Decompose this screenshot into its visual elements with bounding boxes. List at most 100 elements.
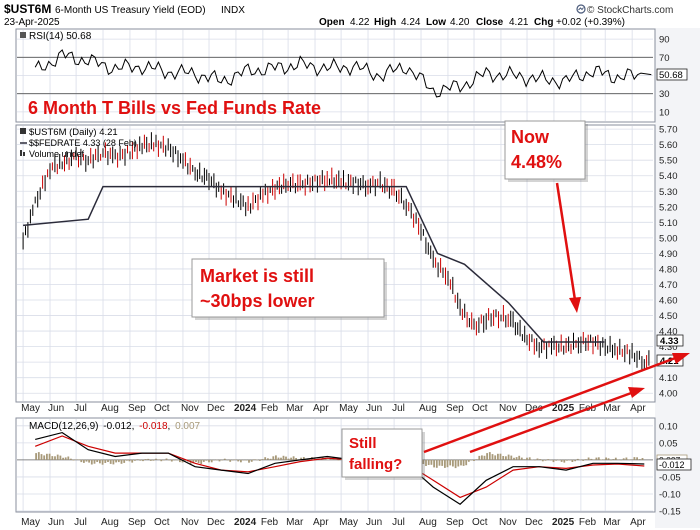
macd-histogram-bar: [550, 459, 552, 461]
macd-tick-label: 0.05: [659, 438, 678, 449]
macd-histogram-bar: [287, 458, 290, 460]
price-tick-label: 5.60: [659, 140, 678, 151]
macd-histogram-bar: [152, 459, 155, 461]
fedrate-line: [23, 185, 605, 343]
macd-histogram-bar: [275, 455, 277, 460]
macd-histogram-bar: [502, 456, 505, 460]
macd-histogram-bar: [70, 458, 72, 460]
change-label: Chg: [534, 17, 553, 28]
macd-histogram-bar: [602, 459, 605, 460]
rsi-tick-label: 70: [659, 53, 670, 64]
macd-histogram-bar: [43, 455, 46, 460]
price-tick-label: 5.20: [659, 202, 678, 213]
macd-histogram-bar: [195, 459, 197, 462]
macd-histogram-bar: [223, 458, 226, 460]
high-label: High: [374, 17, 396, 28]
chart-date: 23-Apr-2025: [4, 17, 60, 28]
x-axis-label: Feb: [579, 517, 597, 528]
open-value: 4.22: [350, 17, 370, 28]
macd-histogram-bar: [234, 459, 237, 460]
macd-histogram-bar: [179, 459, 181, 463]
macd-histogram-bar: [300, 457, 302, 460]
macd-histogram-bar: [558, 459, 560, 461]
macd-histogram-bar: [600, 459, 603, 460]
price-tick-label: 5.40: [659, 171, 678, 182]
macd-histogram-bar: [56, 454, 59, 460]
annotation-market-line2: ~30bps lower: [200, 291, 315, 311]
macd-histogram-bar: [37, 452, 40, 460]
rsi-panel-frame: [15, 28, 656, 123]
macd-histogram-bar: [576, 458, 579, 460]
x-axis-label: 2024: [234, 517, 257, 528]
macd-histogram-bar: [139, 459, 142, 461]
x-axis-label: Jun: [48, 517, 64, 528]
x-axis-label: Oct: [154, 517, 170, 528]
macd-histogram-bar: [582, 459, 585, 461]
macd-histogram-bar: [566, 459, 568, 461]
macd-histogram-bar: [610, 459, 612, 461]
rsi-tick-label: 30: [659, 89, 670, 100]
macd-histogram-bar: [93, 459, 96, 464]
annotation-now-line2: 4.48%: [511, 152, 562, 172]
macd-histogram-bar: [491, 454, 494, 460]
arrow-still-falling: [423, 353, 690, 454]
macd-histogram-bar: [579, 459, 582, 461]
macd-histogram-bar: [101, 459, 104, 465]
macd-histogram-bar: [170, 459, 173, 462]
x-axis-label: Apr: [313, 517, 329, 528]
rsi-tick-label: 10: [659, 107, 670, 118]
x-axis-label: Dec: [525, 517, 543, 528]
symbol: $UST6M: [4, 2, 51, 16]
price-legend-volume: Volume undef: [29, 149, 85, 159]
macd-histogram-bar: [147, 458, 150, 460]
x-axis-label: 2024: [234, 403, 257, 414]
macd-histogram-bar: [622, 458, 625, 460]
macd-histogram-bar: [571, 459, 574, 462]
macd-histogram-bar: [444, 459, 446, 468]
macd-histogram-bar: [539, 459, 541, 460]
svg-text:-0.012: -0.012: [659, 460, 685, 470]
macd-histogram-bar: [497, 453, 499, 460]
x-axis-label: Oct: [154, 403, 170, 414]
macd-histogram-bar: [614, 457, 617, 460]
macd-histogram-bar: [280, 457, 282, 460]
price-legend: $UST6M (Daily) 4.21 $$FEDRATE 4.33 (28 F…: [20, 127, 137, 159]
macd-histogram-bar: [505, 456, 507, 460]
macd-histogram-bar: [142, 459, 144, 462]
macd-histogram-bar: [435, 459, 438, 468]
macd-histogram-bar: [528, 457, 531, 460]
macd-tick-label: -0.10: [659, 489, 681, 500]
macd-histogram-bar: [221, 459, 223, 461]
macd-histogram-bar: [51, 456, 54, 460]
x-axis-label: Jul: [392, 403, 405, 414]
macd-histogram-bar: [457, 459, 460, 467]
macd-histogram-bar: [563, 459, 566, 463]
chart-header: $UST6M 6-Month US Treasury Yield (EOD) I…: [4, 2, 673, 28]
macd-histogram-bar: [72, 459, 75, 461]
macd-line: [35, 431, 645, 505]
macd-panel-frame: [15, 417, 656, 513]
price-tick-label: 4.70: [659, 280, 678, 291]
annotation-title: 6 Month T Bills vs Fed Funds Rate: [28, 98, 321, 118]
rsi-legend: RSI(14) 50.68: [20, 31, 92, 42]
macd-histogram-bar: [258, 459, 261, 461]
macd-histogram-bar: [422, 459, 425, 464]
price-tick-label: 4.90: [659, 249, 678, 260]
macd-histogram-bar: [35, 453, 37, 460]
rsi-tick-label: 90: [659, 35, 670, 46]
x-axis-label: Feb: [261, 403, 279, 414]
macd-histogram-bar: [465, 459, 468, 466]
macd-histogram-bar: [452, 459, 454, 467]
price-tick-label: 5.70: [659, 125, 678, 136]
x-axis-label: Aug: [101, 517, 119, 528]
macd-histogram-bar: [638, 459, 641, 460]
macd-tick-label: -0.05: [659, 472, 681, 483]
x-axis-label: Jul: [392, 517, 405, 528]
brand-credit: © StockCharts.com: [587, 5, 673, 16]
right-axis-background: [655, 28, 700, 528]
annotation-now-line1: Now: [511, 127, 550, 147]
macd-histogram-bar: [526, 457, 528, 460]
macd-histogram-bar: [515, 457, 518, 460]
macd-histogram-bar: [173, 459, 176, 461]
